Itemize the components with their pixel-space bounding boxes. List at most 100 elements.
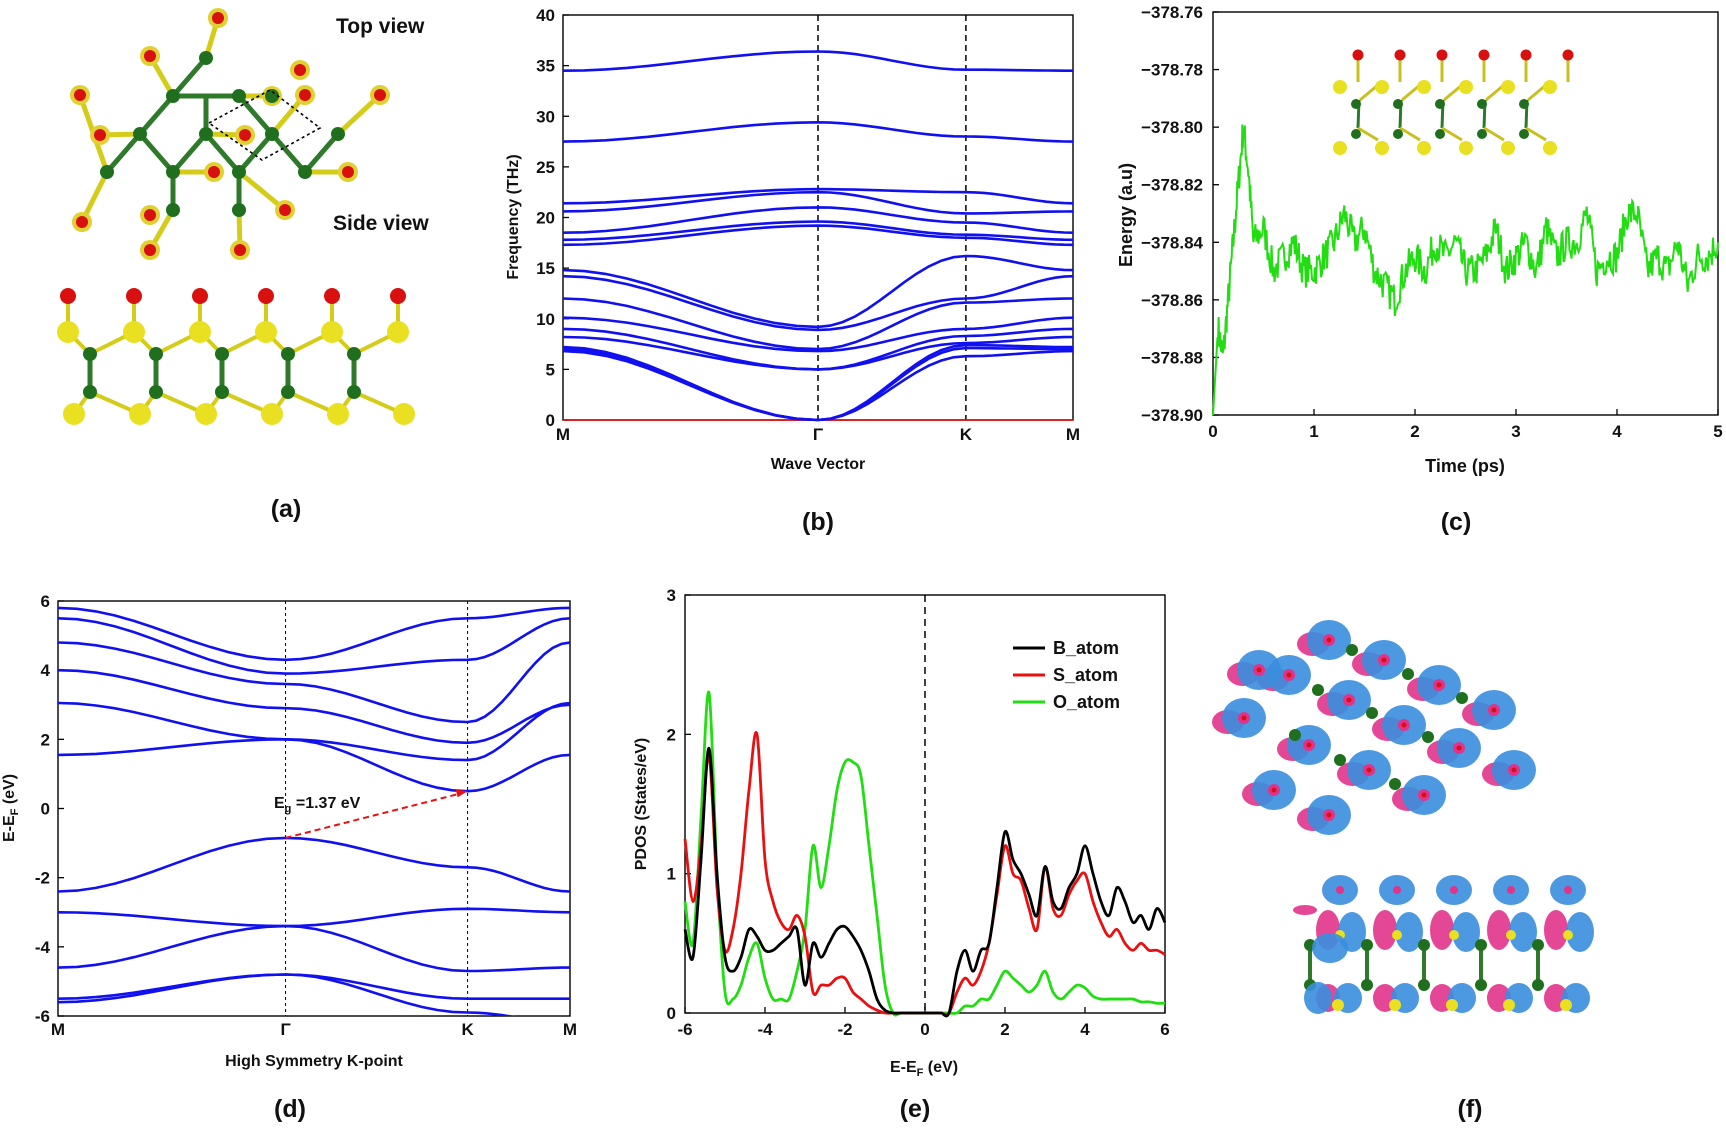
charge-b-atom — [1289, 729, 1301, 741]
charge-density-side-view — [1293, 875, 1594, 1014]
side-charge-s-atom — [1389, 999, 1401, 1011]
aimd-x-label: Time (ps) — [1425, 456, 1505, 476]
charge-center-atom — [1366, 767, 1372, 773]
side-o-atom — [60, 288, 76, 304]
phonon-y-tick-label: 40 — [536, 6, 555, 25]
top-bond — [171, 56, 208, 98]
top-o-atom — [239, 129, 251, 141]
pdos-series — [683, 746, 1167, 1018]
charge-b-atom — [1366, 707, 1378, 719]
side-charge-s-atom — [1449, 930, 1459, 940]
side-charge-b-atom — [1532, 979, 1544, 991]
pdos-x-tick-label: 2 — [1000, 1020, 1009, 1039]
aimd-y-tick-label: −378.78 — [1141, 61, 1203, 80]
band-kpoint-label: Γ — [280, 1020, 290, 1039]
top-o-atom — [74, 89, 86, 101]
band-lines — [58, 606, 570, 1016]
inset-bond — [1399, 126, 1421, 142]
inset-b-atom — [1435, 99, 1445, 109]
charge-b-atom — [1389, 778, 1401, 790]
side-charge-mid-blue — [1509, 912, 1537, 952]
aimd-inset-structure — [1333, 49, 1574, 155]
aimd-x-tick-label: 3 — [1511, 422, 1520, 441]
charge-center-atom — [1511, 767, 1517, 773]
electronic-band — [58, 924, 570, 973]
panel-label-f: (f) — [1458, 1095, 1483, 1123]
panel-f-charge-density — [1212, 620, 1594, 1014]
phonon-branch — [562, 254, 1074, 329]
phonon-branch — [562, 297, 1074, 351]
top-b-atom — [199, 127, 213, 141]
inset-bond — [1483, 126, 1505, 142]
side-charge-b-atom — [1361, 979, 1373, 991]
phonon-y-label: Frequency (THz) — [505, 154, 522, 279]
pdos-x-tick-label: -4 — [757, 1020, 773, 1039]
charge-center-atom — [1436, 682, 1442, 688]
phonon-branch — [562, 190, 1074, 215]
phonon-branch — [562, 120, 1074, 143]
top-b-atom — [265, 89, 279, 103]
inset-s-atom — [1543, 141, 1557, 155]
pdos-y-tick-label: 2 — [667, 725, 676, 744]
phonon-branch — [562, 206, 1074, 234]
aimd-y-tick-label: −378.82 — [1141, 176, 1203, 195]
side-charge-mid-pink — [1373, 910, 1397, 950]
phonon-y-tick-label: 5 — [546, 360, 555, 379]
top-b-atom — [298, 165, 312, 179]
inset-b-atom — [1477, 129, 1487, 139]
charge-center-atom — [1381, 657, 1387, 663]
side-charge-mid-blue — [1395, 912, 1423, 952]
side-charge-b-atom — [1532, 939, 1544, 951]
side-b-atom — [149, 385, 163, 399]
electronic-band — [58, 668, 570, 745]
top-bond — [303, 132, 340, 174]
inset-s-atom — [1375, 80, 1389, 94]
phonon-y-tick-label: 25 — [536, 158, 555, 177]
phonon-branch — [562, 274, 1074, 332]
charge-density-top-view — [1212, 620, 1536, 835]
band-y-label: E-EF (eV) — [1, 774, 21, 842]
charge-center-atom — [1401, 722, 1407, 728]
phonon-branch — [562, 224, 1074, 247]
inset-b-atom — [1477, 99, 1487, 109]
side-b-atom — [281, 347, 295, 361]
phonon-branch — [562, 335, 1074, 371]
side-view-lattice — [57, 288, 415, 425]
side-s-atom — [195, 403, 217, 425]
legend-label: S_atom — [1053, 665, 1118, 685]
inset-b-atom — [1351, 99, 1361, 109]
top-b-atom — [166, 89, 180, 103]
phonon-kpoint-label: M — [556, 425, 570, 444]
inset-b-atom — [1393, 99, 1403, 109]
side-charge-s-atom — [1560, 999, 1572, 1011]
band-kpoint-label: K — [461, 1020, 474, 1039]
side-charge-edge — [1304, 982, 1332, 1014]
top-b-atom — [100, 165, 114, 179]
inset-o-atom — [1562, 49, 1574, 61]
charge-center-atom — [1326, 637, 1332, 643]
inset-s-atom — [1501, 80, 1515, 94]
top-o-atom — [212, 12, 224, 24]
side-s-atom — [129, 403, 151, 425]
aimd-x-tick-label: 1 — [1309, 422, 1318, 441]
charge-b-atom — [1346, 644, 1358, 656]
side-s-atom — [393, 403, 415, 425]
band-y-tick-label: 4 — [41, 661, 51, 680]
side-o-atom — [258, 288, 274, 304]
top-b-atom — [133, 127, 147, 141]
inset-s-atom — [1543, 80, 1557, 94]
electronic-band — [58, 617, 570, 675]
charge-b-atom — [1402, 668, 1414, 680]
inset-s-atom — [1333, 80, 1347, 94]
side-charge-s-atom — [1506, 930, 1516, 940]
side-charge-core — [1507, 886, 1515, 894]
charge-center-atom — [1271, 787, 1277, 793]
charge-b-atom — [1334, 754, 1346, 766]
aimd-x-tick-label: 2 — [1410, 422, 1419, 441]
pdos-y-tick-label: 3 — [667, 586, 676, 605]
electronic-band — [58, 907, 570, 928]
aimd-y-tick-label: −378.76 — [1141, 3, 1203, 22]
electronic-band — [58, 606, 570, 662]
